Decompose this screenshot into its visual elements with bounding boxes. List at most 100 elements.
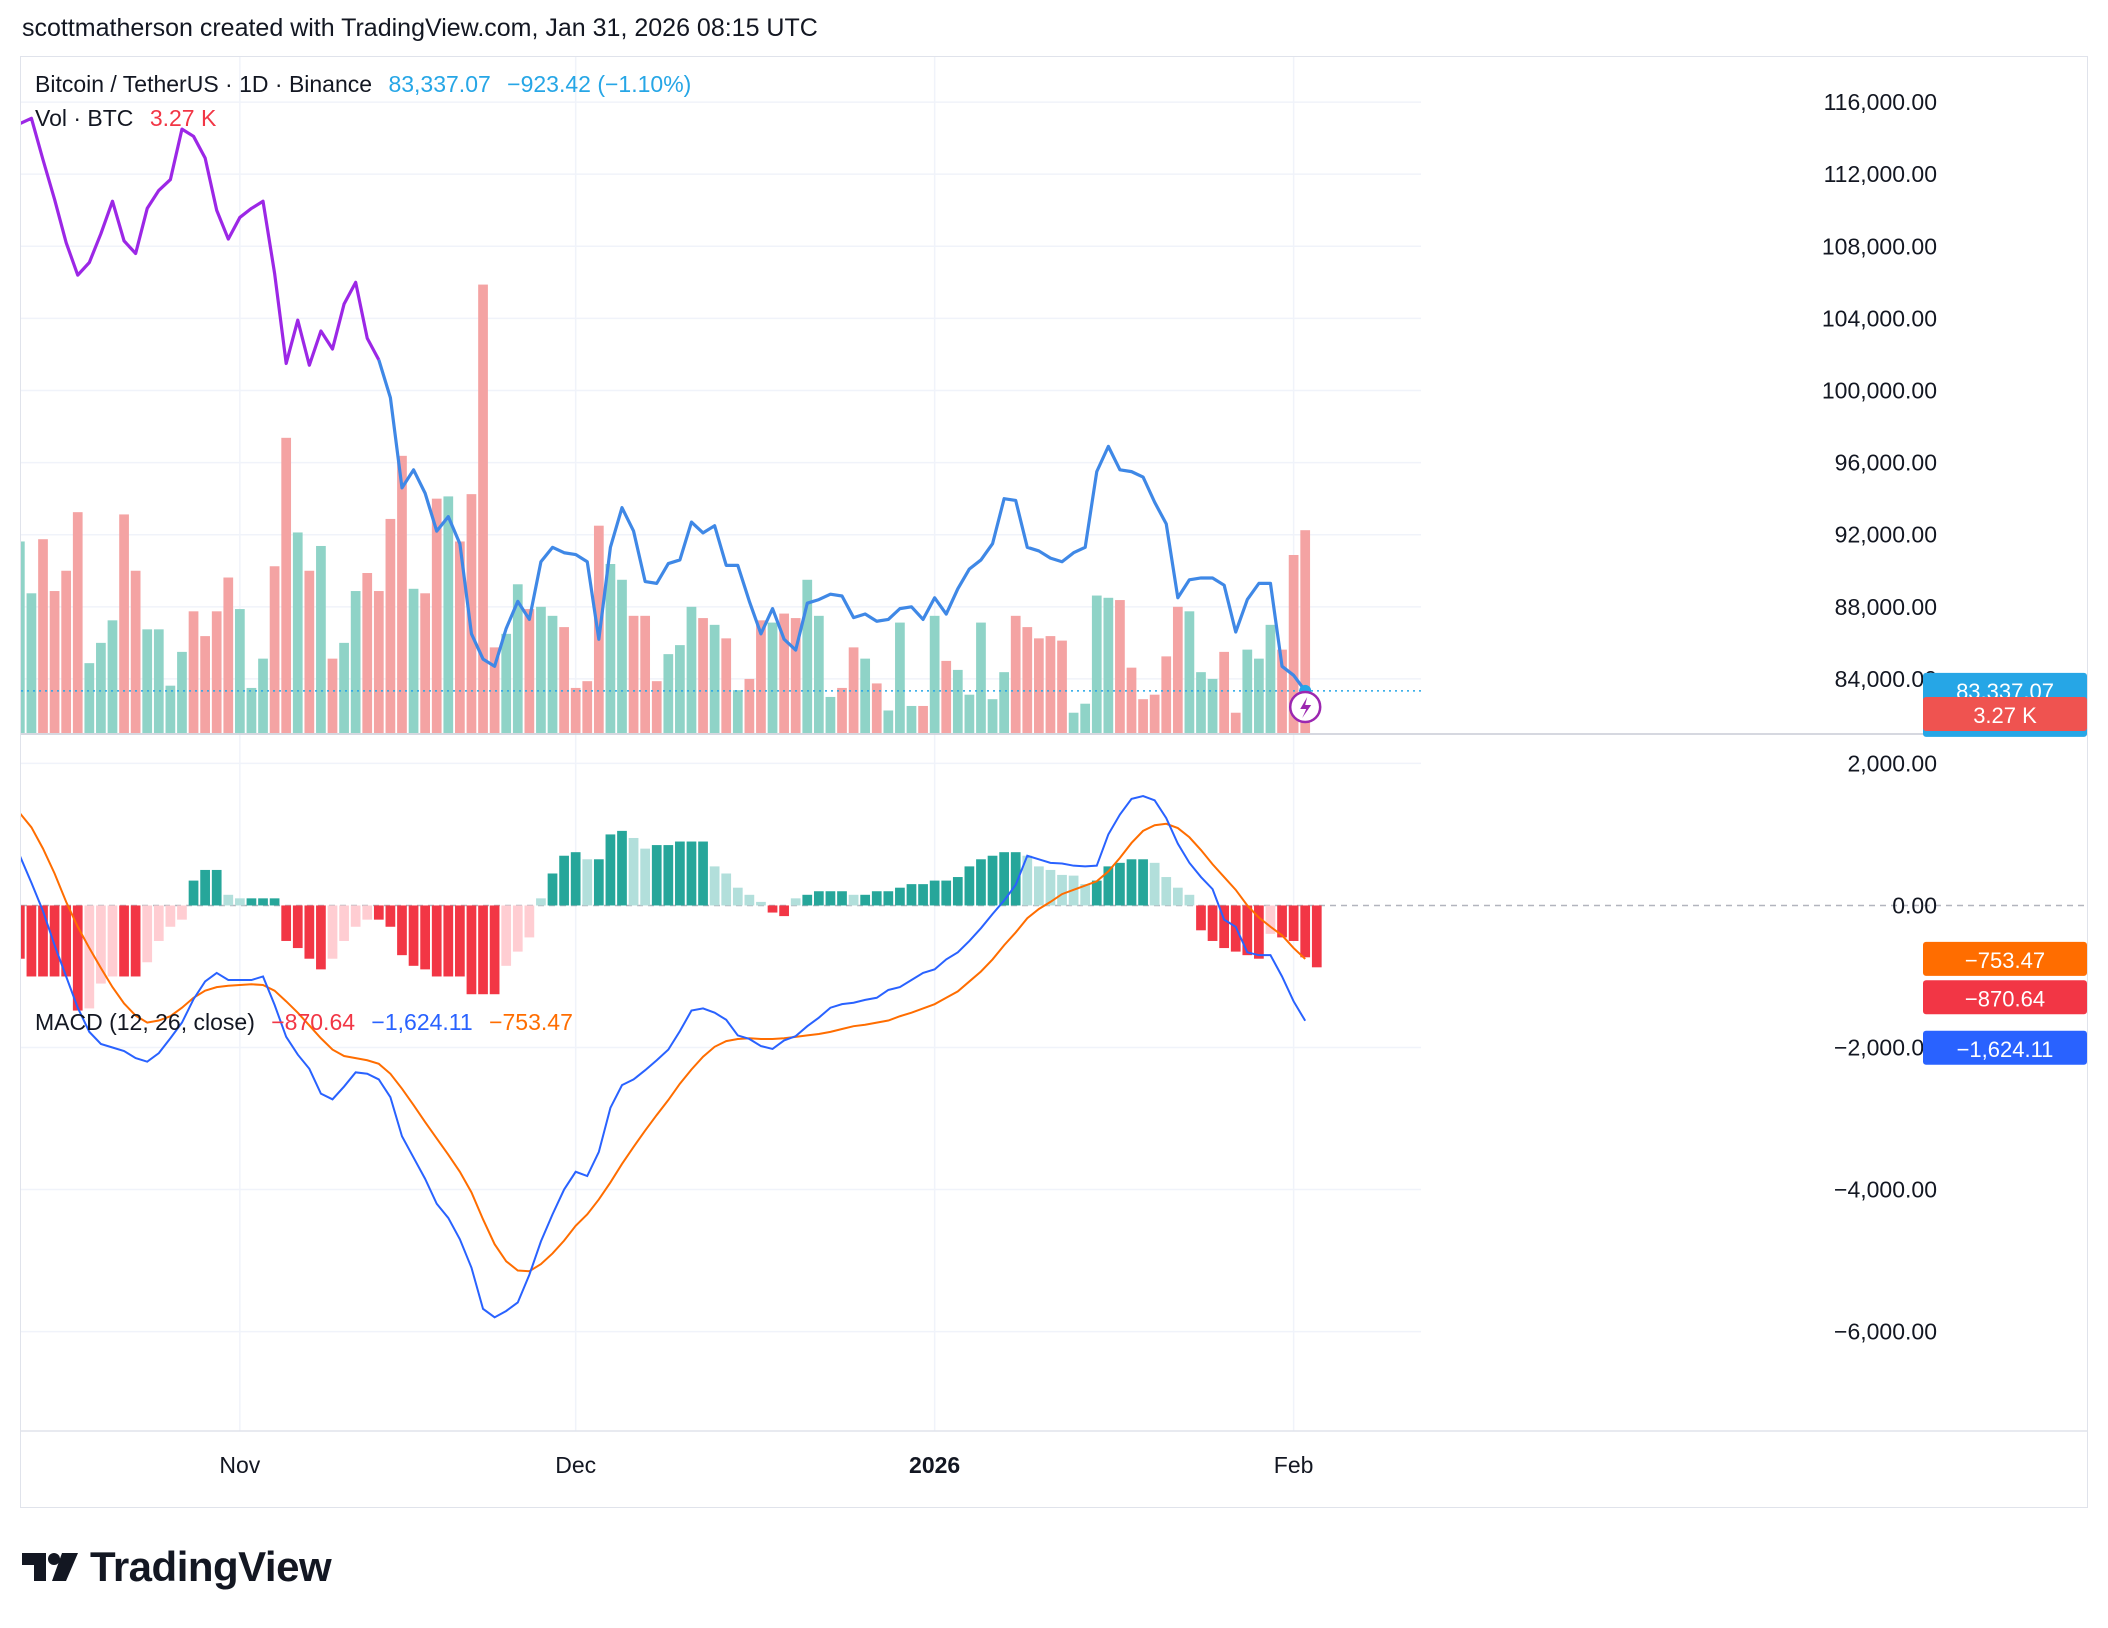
time-tick-label: Nov bbox=[219, 1452, 260, 1478]
volume-bar bbox=[142, 629, 153, 733]
price-tick-label: 96,000.00 bbox=[1835, 450, 1937, 476]
macd-histogram-bar bbox=[1300, 905, 1311, 958]
volume-bar bbox=[952, 669, 963, 733]
macd-signal-value: −753.47 bbox=[489, 1009, 573, 1035]
volume-bar bbox=[825, 696, 836, 733]
signal-badge bbox=[1923, 941, 2087, 976]
symbol-legend[interactable]: Bitcoin / TetherUS · 1D · Binance 83,337… bbox=[35, 71, 701, 98]
volume-bar bbox=[617, 579, 627, 733]
macd-histogram-bar bbox=[431, 905, 442, 977]
macd-histogram-bar bbox=[663, 845, 674, 906]
lightning-bolt-icon bbox=[1300, 697, 1312, 718]
macd-histogram-bar bbox=[1219, 905, 1230, 949]
macd-histogram-bar bbox=[524, 905, 535, 938]
macd-histogram-bar bbox=[536, 898, 546, 906]
volume-bar bbox=[246, 687, 257, 733]
chart-canvas[interactable]: 116,000.00 112,000.00 108,000.00 104,000.00… bbox=[21, 57, 2087, 1507]
price-tick-label: 104,000.00 bbox=[1822, 305, 1937, 331]
price-tick-label: 108,000.00 bbox=[1822, 233, 1937, 259]
macd-histogram-bar bbox=[871, 891, 882, 906]
macd-histogram-bar bbox=[455, 905, 465, 977]
macd-histogram-bar bbox=[49, 905, 60, 977]
macd-histogram-bar bbox=[1172, 887, 1183, 906]
volume-bar bbox=[686, 606, 697, 733]
macd-histogram-bar bbox=[1161, 877, 1172, 906]
macd-histogram-bar bbox=[582, 859, 593, 906]
macd-histogram-bar bbox=[142, 905, 153, 963]
macd-histogram-bar bbox=[327, 905, 338, 959]
macd-histogram-bar bbox=[21, 905, 25, 959]
price-tick-label: 88,000.00 bbox=[1835, 594, 1937, 620]
macd-histogram-bar bbox=[443, 905, 454, 977]
macd-histogram-bar bbox=[987, 855, 998, 906]
time-tick-label: Dec bbox=[555, 1452, 596, 1478]
macd-histogram-bar bbox=[952, 877, 963, 906]
macd-histogram-bar bbox=[732, 887, 743, 906]
macd-histogram-bar bbox=[767, 905, 778, 913]
macd-label: MACD (12, 26, close) bbox=[35, 1009, 255, 1035]
macd-histogram-bar bbox=[501, 905, 512, 966]
macd-histogram-bar bbox=[1207, 905, 1218, 941]
volume-bar bbox=[397, 455, 407, 733]
volume-bar bbox=[906, 705, 917, 733]
chart-credit: scottmatherson created with TradingView.… bbox=[22, 14, 818, 42]
volume-bar bbox=[501, 633, 512, 733]
macd-histogram-bar bbox=[675, 841, 685, 906]
volume-bar bbox=[663, 654, 674, 733]
volume-bar bbox=[1126, 667, 1137, 733]
macd-histogram-bar bbox=[1010, 852, 1021, 906]
volume-bar bbox=[1172, 606, 1183, 733]
price-tick-label: 112,000.00 bbox=[1824, 161, 1937, 187]
histogram-text: −870.64 bbox=[1965, 986, 2045, 1011]
macd-histogram-bar bbox=[373, 905, 384, 920]
volume-bar bbox=[976, 622, 986, 733]
macd-histogram-bar bbox=[1126, 859, 1137, 906]
macd-histogram-bar bbox=[825, 891, 836, 906]
volume-bar bbox=[512, 584, 523, 733]
chart-container[interactable]: 116,000.00 112,000.00 108,000.00 104,000.00… bbox=[20, 56, 2088, 1508]
macd-histogram-bar bbox=[1045, 869, 1056, 906]
macd-histogram-bar bbox=[246, 898, 257, 906]
volume-bar bbox=[1265, 624, 1276, 733]
macd-histogram-bar bbox=[1311, 905, 1322, 968]
volume-bar bbox=[790, 618, 801, 733]
tradingview-logo[interactable]: TradingView bbox=[22, 1543, 332, 1591]
logo-text: TradingView bbox=[90, 1543, 332, 1590]
volume-bar bbox=[327, 658, 338, 733]
volume-bar bbox=[918, 705, 928, 733]
volume-bar bbox=[443, 496, 454, 733]
volume-bar bbox=[871, 683, 882, 733]
macd-histogram-bar bbox=[941, 880, 952, 906]
macd-histogram-bar bbox=[1196, 905, 1206, 931]
macd-histogram-bar bbox=[1184, 894, 1195, 906]
volume-bar bbox=[987, 699, 998, 733]
price-tick-label: 84,000.00 bbox=[1835, 666, 1937, 692]
macd-histogram-bar bbox=[906, 884, 917, 906]
volume-bar bbox=[420, 593, 430, 733]
volume-bar bbox=[107, 620, 118, 733]
volume-bar bbox=[119, 514, 129, 733]
volume-bar bbox=[547, 615, 558, 733]
volume-bar bbox=[1103, 597, 1114, 733]
macd-histogram-bar bbox=[837, 891, 847, 906]
volume-bar bbox=[536, 606, 546, 733]
volume-bar bbox=[1300, 530, 1311, 733]
volume-legend[interactable]: Vol · BTC 3.27 K bbox=[35, 105, 226, 132]
macd-histogram-bar bbox=[188, 880, 199, 906]
macd-histogram-bar bbox=[1080, 884, 1091, 906]
macd-histogram-bar bbox=[976, 859, 986, 906]
macd-histogram-bar bbox=[860, 894, 871, 906]
volume-bar bbox=[698, 618, 708, 733]
macd-lines bbox=[21, 795, 1307, 1319]
price-tick-label: 100,000.00 bbox=[1822, 377, 1937, 403]
price-line-recent bbox=[377, 359, 1307, 692]
volume-bar bbox=[130, 570, 141, 733]
macd-badge bbox=[1923, 1030, 2087, 1065]
macd-histogram-bar bbox=[420, 905, 430, 970]
volume-bar bbox=[1161, 656, 1172, 733]
volume-bar bbox=[466, 494, 477, 733]
macd-histogram-bar bbox=[61, 905, 72, 977]
volume-bar bbox=[895, 622, 905, 733]
volume-bar bbox=[802, 579, 813, 733]
macd-legend[interactable]: MACD (12, 26, close) −870.64 −1,624.11 −… bbox=[35, 1009, 583, 1036]
